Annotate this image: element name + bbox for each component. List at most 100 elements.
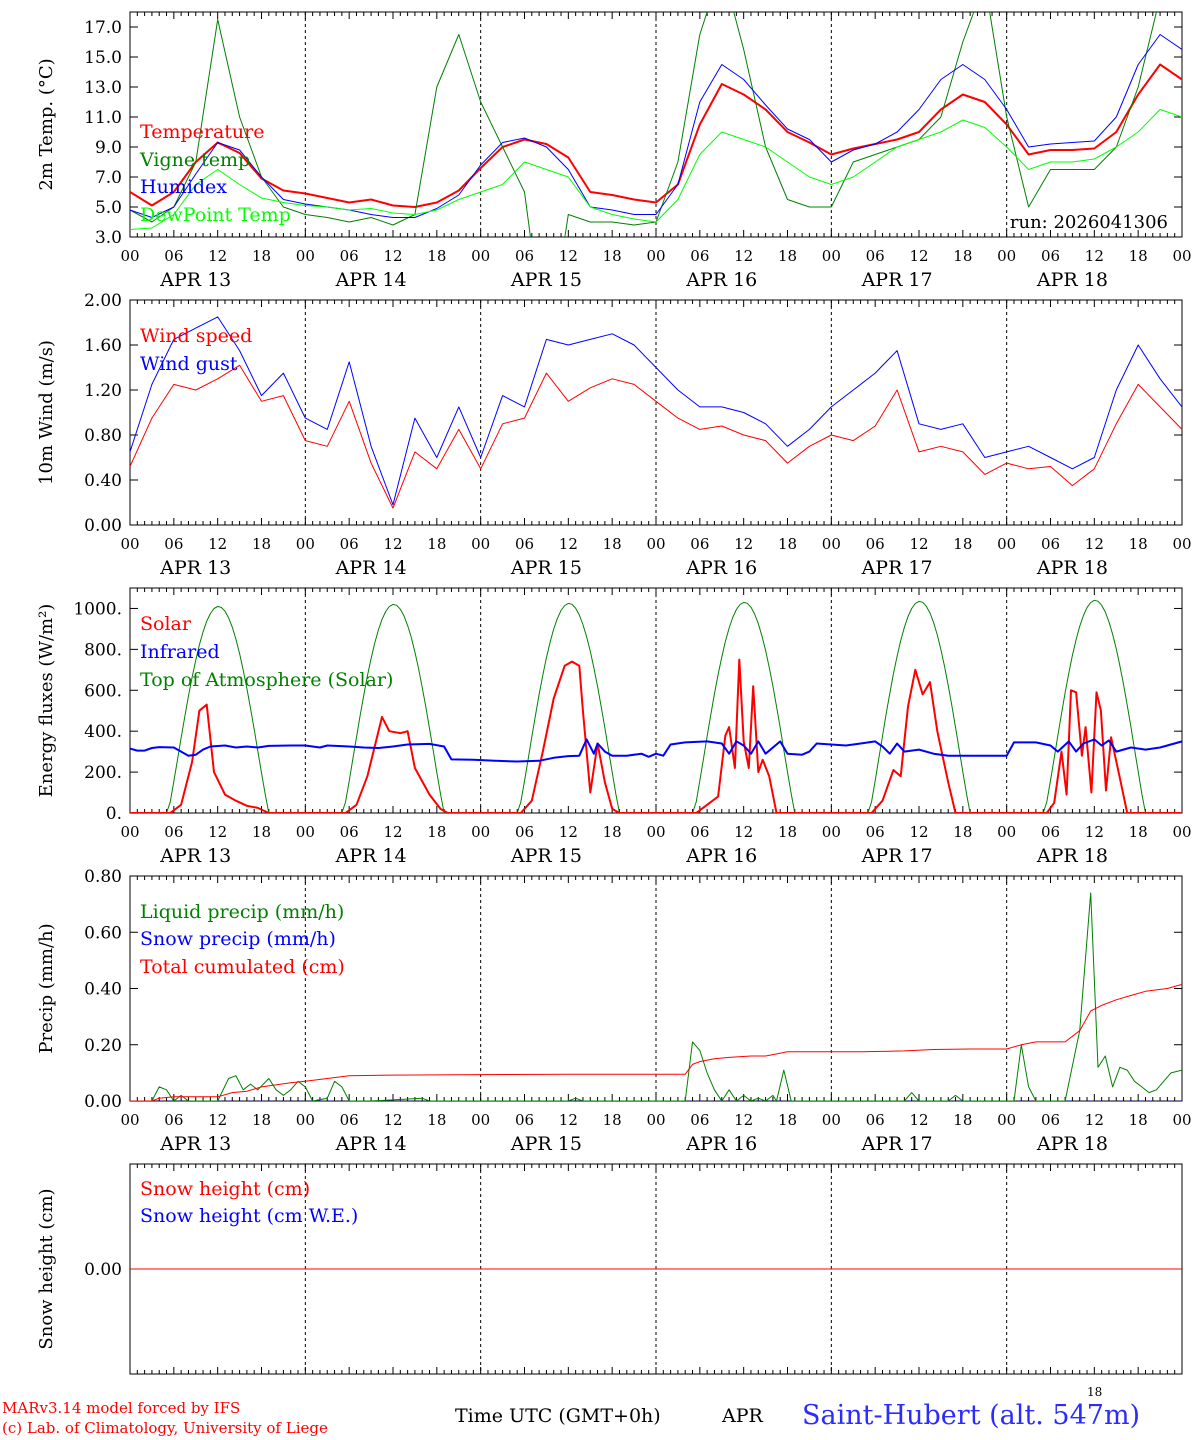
day-label: APR 15: [510, 269, 582, 291]
y-tick-label: 7.0: [95, 168, 122, 188]
x-tick-label: 00: [120, 823, 139, 841]
x-tick-label: 12: [559, 247, 578, 265]
day-label: APR 16: [685, 557, 757, 579]
station-title: Saint-Hubert (alt. 547m): [802, 1400, 1141, 1431]
x-tick-label: 18: [427, 1111, 446, 1129]
x-tick-label: 18: [252, 1111, 271, 1129]
plot-area: [130, 12, 1182, 237]
legend-entry: Temperature: [140, 121, 264, 143]
y-tick-label: 0.60: [84, 923, 122, 943]
x-tick-label: 00: [1172, 823, 1191, 841]
month-label: APR: [722, 1405, 763, 1427]
panel-frame: [129, 299, 1183, 526]
panel-temp: 00 06 12 18 00 06 12 18 00 06 12 18 00 06 12 18 00 06 12 18…: [36, 11, 1192, 291]
x-tick-label: 06: [690, 1111, 709, 1129]
x-tick-label: 18: [603, 535, 622, 553]
legend-entry: Infrared: [140, 641, 220, 663]
legend-entry: Total cumulated (cm): [140, 956, 345, 978]
x-tick-label: 00: [471, 247, 490, 265]
x-tick-label: 12: [1085, 1111, 1104, 1129]
x-tick-label: 06: [340, 1111, 359, 1129]
x-tick-label: 00: [646, 1111, 665, 1129]
x-tick-label: 12: [559, 1111, 578, 1129]
x-tick-label: 00: [1172, 1111, 1191, 1129]
x-tick-label: 00: [822, 823, 841, 841]
series-wind-gust: [130, 316, 1182, 506]
y-tick-label: 200.: [84, 763, 122, 783]
x-tick-label: 06: [866, 1111, 885, 1129]
day-label: APR 18: [1036, 1133, 1108, 1155]
x-tick-label: 06: [515, 247, 534, 265]
legend-entry: Liquid precip (mm/h): [140, 901, 344, 923]
day-label: APR 14: [335, 845, 407, 867]
x-tick-label: 18: [427, 247, 446, 265]
x-tick-label: 12: [734, 535, 753, 553]
x-tick-label: 00: [1172, 535, 1191, 553]
x-tick-label: 12: [383, 1111, 402, 1129]
y-tick-label: 5.0: [95, 198, 122, 218]
day-label: APR 17: [861, 269, 933, 291]
y-tick-label: 9.0: [95, 138, 122, 158]
panel-wind: 00 06 12 18 00 06 12 18 00 06 12 18 00 06 12 18 00 06 12 18…: [36, 291, 1192, 579]
y-tick-label: 0.40: [84, 980, 122, 1000]
series-liquid-precip-mm-h-: [130, 892, 1182, 1101]
day-label: APR 14: [335, 269, 407, 291]
model-credit-line2: (c) Lab. of Climatology, University of L…: [2, 1419, 328, 1437]
x-tick-label: 18: [778, 823, 797, 841]
y-tick-label: 0.00: [84, 1092, 122, 1112]
x-tick-label: 18: [603, 823, 622, 841]
x-tick-label: 06: [1041, 1111, 1060, 1129]
x-tick-label: 12: [1085, 823, 1104, 841]
x-tick-label: 00: [646, 535, 665, 553]
day-label: APR 17: [861, 1133, 933, 1155]
y-tick-label: 13.0: [84, 78, 122, 98]
x-tick-label: 06: [515, 1111, 534, 1129]
day-label: APR 15: [510, 557, 582, 579]
x-tick-label: 00: [120, 535, 139, 553]
y-axis-label: Snow height (cm): [36, 1188, 57, 1349]
y-tick-label: 0.40: [84, 471, 122, 491]
x-tick-label: 06: [866, 535, 885, 553]
x-tick-label: 12: [559, 823, 578, 841]
day-label: APR 15: [510, 1133, 582, 1155]
x-tick-label: 12: [734, 247, 753, 265]
x-tick-label: 00: [296, 823, 315, 841]
x-tick-label: 00: [1172, 247, 1191, 265]
day-label: APR 13: [159, 1133, 231, 1155]
x-tick-label: 12: [208, 1111, 227, 1129]
x-tick-label: 00: [646, 823, 665, 841]
x-tick-label: 18: [1129, 535, 1148, 553]
x-tick-label: 12: [1085, 535, 1104, 553]
day-label: APR 18: [1036, 557, 1108, 579]
x-tick-label: 12: [208, 535, 227, 553]
panel-precip: 00 06 12 18 00 06 12 18 00 06 12 18 00 06 12 18 00 06 12 18…: [36, 867, 1192, 1155]
x-tick-label: 06: [340, 823, 359, 841]
x-tick-label: 12: [734, 823, 753, 841]
x-tick-label: 00: [997, 247, 1016, 265]
day-label: APR 13: [159, 269, 231, 291]
x-tick-label: 06: [515, 823, 534, 841]
x-tick-label: 06: [1041, 247, 1060, 265]
plot-area: [130, 892, 1182, 1101]
y-tick-label: 0.: [106, 804, 122, 824]
day-label: APR 16: [685, 845, 757, 867]
x-tick-label: 00: [296, 247, 315, 265]
y-tick-label: 0.80: [84, 426, 122, 446]
x-tick-label: 00: [646, 247, 665, 265]
day-label: APR 16: [685, 269, 757, 291]
legend-entry: Snow height (cm): [140, 1178, 310, 1200]
legend-entry: Snow precip (mm/h): [140, 928, 336, 950]
y-tick-label: 3.0: [95, 228, 122, 248]
legend-entry: Snow height (cm W.E.): [140, 1205, 358, 1227]
panel-snow: 0.00 Snow height (cm) Snow height (cm) Snow…: [36, 1163, 1183, 1375]
day-label: APR 14: [335, 1133, 407, 1155]
model-credit-line1: MARv3.14 model forced by IFS: [2, 1399, 241, 1417]
legend-entry: Wind gust: [140, 353, 238, 375]
x-tick-label: 18: [1129, 823, 1148, 841]
series-humidex: [130, 34, 1182, 218]
x-tick-label: 06: [340, 247, 359, 265]
series-dewpoint-temp: [130, 109, 1182, 230]
series-infrared: [130, 738, 1182, 763]
day-label: APR 18: [1036, 269, 1108, 291]
